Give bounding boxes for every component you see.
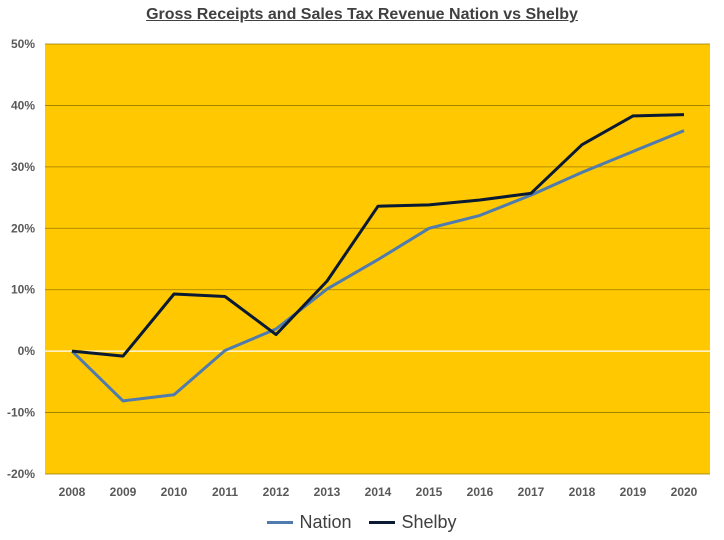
legend-item-nation: Nation [267, 512, 351, 533]
x-tick-label: 2016 [467, 485, 494, 499]
y-tick-label: 30% [11, 160, 35, 174]
series-lines [70, 113, 685, 403]
legend-label: Nation [299, 512, 352, 532]
gridlines [45, 43, 710, 475]
y-axis-ticks: -20% -10% 0% 10% 20% 30% 40% 50% [7, 37, 35, 481]
x-tick-label: 2018 [569, 485, 596, 499]
x-tick-label: 2011 [212, 485, 238, 499]
x-tick-label: 2012 [263, 485, 290, 499]
y-tick-label: -20% [7, 467, 35, 481]
legend-swatch [267, 521, 294, 524]
x-axis-ticks: 2008 2009 2010 2011 2012 2013 2014 2015 2016 2017… [59, 485, 698, 499]
x-tick-label: 2010 [161, 485, 188, 499]
legend-item-shelby: Shelby [369, 512, 457, 533]
series-line-nation [70, 129, 685, 403]
x-tick-label: 2008 [59, 485, 86, 499]
y-tick-label: 10% [11, 283, 35, 297]
x-tick-label: 2019 [620, 485, 647, 499]
y-tick-label: -10% [7, 406, 35, 420]
x-tick-label: 2015 [416, 485, 443, 499]
x-tick-label: 2009 [110, 485, 137, 499]
y-tick-label: 40% [11, 98, 35, 112]
x-tick-label: 2017 [518, 485, 545, 499]
x-tick-label: 2014 [365, 485, 392, 499]
y-tick-label: 20% [11, 221, 35, 235]
x-tick-label: 2013 [314, 485, 341, 499]
y-tick-label: 50% [11, 37, 35, 51]
chart-title: Gross Receipts and Sales Tax Revenue Nat… [146, 6, 578, 23]
y-tick-label: 0% [18, 344, 36, 358]
line-chart: -20%-10%0%10%20%30%40%50% 2008 2009 2010 20… [7, 37, 710, 499]
legend-swatch [369, 521, 396, 524]
series-line-shelby [71, 113, 685, 358]
legend: Nation Shelby [0, 512, 724, 533]
x-tick-label: 2020 [671, 485, 698, 499]
legend-label: Shelby [401, 512, 457, 532]
